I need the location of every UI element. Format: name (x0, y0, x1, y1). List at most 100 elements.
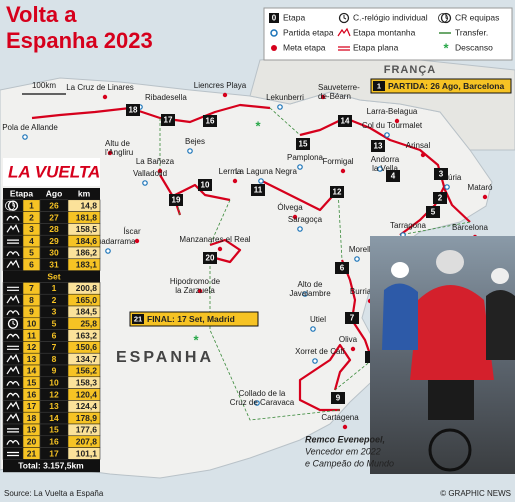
city-label: Pola de Allande (2, 123, 58, 132)
icon-clock (5, 200, 15, 211)
icon-flat (7, 239, 19, 244)
icon-finish (271, 45, 277, 51)
km: 25,8 (80, 318, 97, 328)
icon-flat (7, 428, 19, 433)
city-label: Altu de l'Angliru (105, 139, 133, 157)
city-dot (297, 226, 303, 232)
km: 156,2 (76, 366, 98, 376)
city-dot (105, 248, 111, 254)
km-cell (67, 258, 101, 271)
city-dot (107, 150, 113, 156)
icon-clock (7, 318, 19, 329)
city-dot (197, 288, 203, 294)
city-label: Morella (349, 245, 376, 254)
legend-label: Transfer. (455, 27, 488, 37)
callout-label: FINAL: 17 Set, Madrid (147, 314, 235, 324)
km: 158,5 (76, 224, 98, 234)
callout-stage (132, 314, 144, 324)
day: 30 (49, 248, 59, 258)
country-label: ESPANHA (116, 349, 214, 366)
icon-hilly (6, 215, 20, 221)
city-label: Andorra la Vella (371, 155, 400, 173)
callout-box (370, 78, 512, 94)
city-dot (302, 291, 308, 297)
icon-cell (2, 282, 24, 295)
km: 178,9 (76, 413, 98, 423)
city-dot (420, 152, 426, 158)
stage-marker (338, 115, 352, 127)
city-label: Ólvega (277, 203, 303, 212)
column-header: Ago (46, 189, 63, 199)
city-label: Hipodromo de la Zarzuela (170, 277, 221, 295)
city-label: Utiel (310, 315, 326, 324)
icon-rest: * (255, 118, 261, 133)
city-label: Tarragona (390, 221, 427, 230)
logo-bg (3, 158, 100, 186)
legend-label: Descanso (455, 42, 493, 52)
source: Source: La Vuelta a España (4, 489, 104, 498)
column-header: Etapa (10, 189, 33, 199)
icon-flat (7, 451, 19, 457)
day: 27 (49, 212, 59, 222)
city-label: Bejes (185, 137, 205, 146)
city-dot (187, 148, 193, 154)
city-dot (377, 166, 383, 172)
legend-label: Meta etapa (283, 42, 326, 52)
stage-number: 11 (27, 330, 36, 340)
icon-clock (440, 12, 452, 24)
stage-number: 6 (340, 264, 345, 273)
city-dot (217, 246, 223, 252)
city-label: Cartagena (321, 413, 359, 422)
legend-label: Etapa plana (353, 42, 399, 52)
day: 26 (49, 200, 59, 210)
city-dot (350, 346, 356, 352)
city-label: Lerma (219, 167, 242, 176)
transfer-line (209, 199, 231, 246)
stage-marker (203, 252, 217, 264)
stage-marker (198, 179, 212, 191)
callout-box (129, 311, 259, 327)
km: 207,8 (76, 436, 98, 446)
legend-stage-symbol: 0 (272, 14, 277, 23)
km: 184,5 (76, 307, 98, 317)
icon-mountain (6, 294, 20, 304)
column-header: km (78, 189, 91, 199)
routes: ** (31, 103, 471, 421)
city-label: Formigal (322, 157, 353, 166)
icon-cell (2, 447, 24, 460)
transfer-line (334, 359, 373, 391)
day: 13 (49, 401, 59, 411)
credit: © GRAPHIC NEWS (440, 489, 511, 498)
city-dot (444, 184, 450, 190)
callout-stage-number: 21 (134, 314, 142, 323)
city-label: Sauveterre-de-Béarn (318, 83, 360, 101)
city-dot (320, 94, 326, 100)
icon-mountain (6, 259, 20, 269)
rider-figure (382, 250, 515, 472)
day: 12 (49, 389, 59, 399)
city-dot (254, 400, 260, 406)
km: 184,6 (76, 236, 98, 246)
km: 181,8 (76, 212, 98, 222)
icon-cell (2, 423, 24, 437)
city-dot (277, 104, 283, 110)
stage-number: 18 (27, 413, 37, 423)
city-dot (292, 214, 298, 220)
stage-number: 17 (27, 401, 37, 411)
city-label: Guadarrama (91, 237, 136, 246)
icon-mountain (6, 224, 20, 233)
day: 6 (52, 330, 57, 340)
city-label: Súria (443, 173, 462, 182)
stage-number: 2 (29, 212, 34, 222)
city-dot (342, 424, 348, 430)
stage-marker (371, 140, 385, 152)
day: 2 (52, 295, 57, 305)
city-label: Lekunberri (266, 93, 304, 102)
city-dot (222, 92, 228, 98)
day: 7 (52, 342, 57, 352)
icon-flat (338, 46, 350, 51)
stage-number: 9 (336, 394, 341, 403)
icon-cell (2, 341, 24, 354)
city-dot (297, 164, 303, 170)
km: 120,4 (76, 389, 98, 399)
